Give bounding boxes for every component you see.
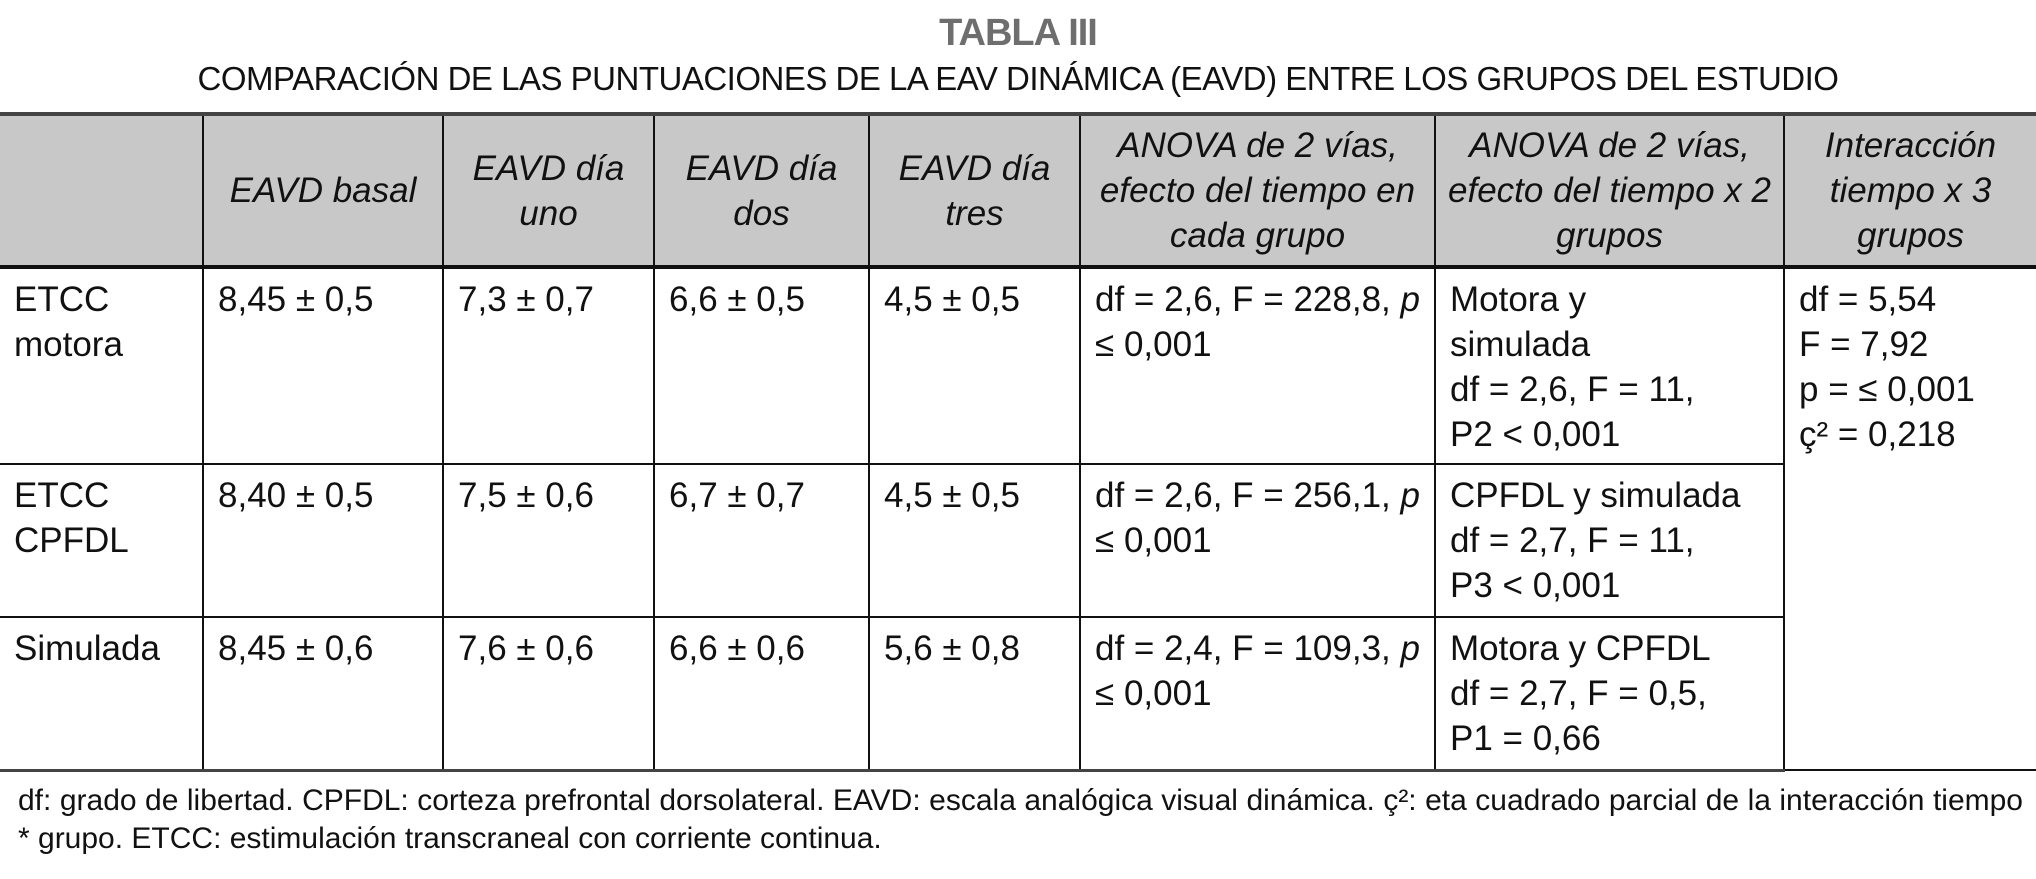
anova-pair-cell: Motora y CPFDL df = 2,7, F = 0,5, P1 = 0… bbox=[1434, 616, 1784, 772]
results-table: EAVD basal EAVD día uno EAVD día dos EAV… bbox=[0, 112, 2036, 772]
table-row: ETCC CPFDL 8,40 ± 0,5 7,5 ± 0,6 6,7 ± 0,… bbox=[0, 463, 2036, 618]
anova-group-cell: df = 2,6, F = 228,8, p ≤ 0,001 bbox=[1079, 266, 1436, 465]
anova-pair-cell: CPFDL y simulada df = 2,7, F = 11, P3 < … bbox=[1434, 463, 1784, 618]
header-cell: EAVD día dos bbox=[653, 113, 870, 269]
header-row: EAVD basal EAVD día uno EAVD día dos EAV… bbox=[0, 113, 2036, 269]
anova-pair-cell: Motora y simulada df = 2,6, F = 11, P2 <… bbox=[1434, 266, 1785, 465]
anova-group-cell: df = 2,4, F = 109,3, p ≤ 0,001 bbox=[1079, 616, 1436, 772]
header-cell: ANOVA de 2 vías, efecto del tiempo x 2 g… bbox=[1434, 113, 1785, 269]
value-cell: 6,6 ± 0,6 bbox=[653, 616, 870, 772]
table-title: TABLA III bbox=[939, 12, 1098, 54]
value-cell: 7,3 ± 0,7 bbox=[442, 266, 655, 465]
table-row: ETCC motora 8,45 ± 0,5 7,3 ± 0,7 6,6 ± 0… bbox=[0, 266, 2036, 771]
header-cell: Interacción tiempo x 3 grupos bbox=[1783, 113, 2036, 269]
group-cell: Simulada bbox=[0, 616, 204, 772]
header-cell: EAVD día uno bbox=[442, 113, 655, 269]
value-cell: 4,5 ± 0,5 bbox=[868, 266, 1081, 465]
value-cell: 5,6 ± 0,8 bbox=[868, 616, 1081, 772]
value-cell: 6,6 ± 0,5 bbox=[653, 266, 870, 465]
value-cell: 7,6 ± 0,6 bbox=[442, 616, 655, 772]
header-cell: EAVD día tres bbox=[868, 113, 1081, 269]
value-cell: 7,5 ± 0,6 bbox=[442, 463, 655, 618]
anova-group-cell: df = 2,6, F = 256,1, p ≤ 0,001 bbox=[1079, 463, 1436, 618]
table-row: Simulada 8,45 ± 0,6 7,6 ± 0,6 6,6 ± 0,6 … bbox=[0, 616, 2036, 772]
header-cell: EAVD basal bbox=[202, 113, 444, 269]
interaction-cell: df = 5,54 F = 7,92 p = ≤ 0,001 ç² = 0,21… bbox=[1783, 266, 2036, 771]
value-cell: 4,5 ± 0,5 bbox=[868, 463, 1081, 618]
table-subtitle: COMPARACIÓN DE LAS PUNTUACIONES DE LA EA… bbox=[197, 60, 1839, 97]
value-cell: 8,45 ± 0,5 bbox=[202, 266, 444, 465]
header-cell bbox=[0, 113, 204, 269]
group-cell: ETCC motora bbox=[0, 266, 204, 465]
value-cell: 6,7 ± 0,7 bbox=[653, 463, 870, 618]
table-footnote: df: grado de libertad. CPFDL: corteza pr… bbox=[18, 784, 2023, 855]
group-cell: ETCC CPFDL bbox=[0, 463, 204, 618]
header-cell: ANOVA de 2 vías, efecto del tiempo en ca… bbox=[1079, 113, 1436, 269]
value-cell: 8,45 ± 0,6 bbox=[202, 616, 444, 772]
value-cell: 8,40 ± 0,5 bbox=[202, 463, 444, 618]
